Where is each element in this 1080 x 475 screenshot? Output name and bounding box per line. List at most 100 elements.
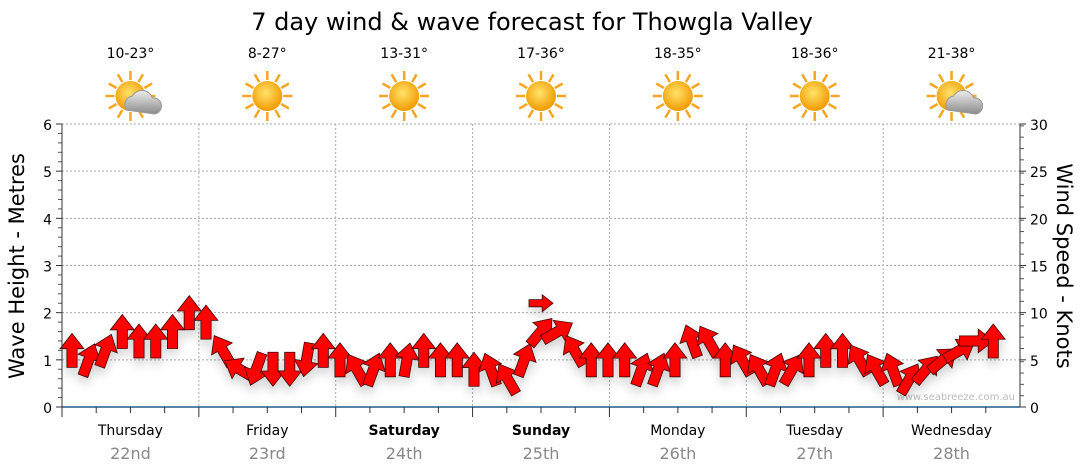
sun-ray <box>691 82 701 90</box>
sun-ray <box>253 109 261 119</box>
partly-cloudy-icon <box>105 71 162 121</box>
sunny-icon <box>516 71 566 121</box>
sun-ray <box>937 73 945 83</box>
day-label: Monday <box>650 423 705 439</box>
sun-ray <box>527 73 535 83</box>
wind-arrow-shape <box>528 294 554 313</box>
sun-ray <box>792 102 802 110</box>
wind-arrow-shape <box>93 333 118 369</box>
temperature-label: 21-38° <box>928 46 976 62</box>
cloud-shape <box>945 90 984 115</box>
day-label: Tuesday <box>785 423 843 439</box>
sun-ray <box>108 102 118 110</box>
wind-arrow <box>176 295 202 331</box>
y-tick-label-right: 10 <box>1030 307 1048 323</box>
date-label: 23rd <box>249 444 286 463</box>
wind-arrow-shape <box>193 304 219 340</box>
sun-disc <box>662 81 693 111</box>
wind-arrow-shape <box>980 323 1006 359</box>
wind-arrow <box>796 342 822 378</box>
sun-ray <box>417 82 427 90</box>
sun-ray <box>390 73 398 83</box>
wind-arrow-shape <box>143 323 169 359</box>
chart-title: 7 day wind & wave forecast for Thowgla V… <box>251 8 813 36</box>
wind-arrow <box>394 342 420 378</box>
sun-ray <box>664 109 671 119</box>
sun-ray <box>655 82 665 90</box>
wind-arrow-shape <box>293 341 319 378</box>
sun-ray <box>792 82 802 90</box>
wind-arrow <box>411 332 437 368</box>
sunny-icon <box>379 71 430 121</box>
wind-arrow-shape <box>880 352 905 388</box>
temperature-label: 13-31° <box>380 46 428 62</box>
y-tick-label-right: 0 <box>1030 401 1039 417</box>
wind-arrow <box>562 335 588 369</box>
y-tick-label-right: 25 <box>1030 165 1048 181</box>
sun-ray <box>929 102 939 110</box>
sun-ray <box>411 73 418 83</box>
sun-ray <box>417 102 427 110</box>
wind-arrow <box>293 341 319 378</box>
sun-ray <box>821 73 829 83</box>
sun-ray <box>821 109 829 119</box>
y-tick-label-left: 3 <box>43 260 52 276</box>
sun-ray <box>253 73 261 83</box>
date-label: 27th <box>796 444 833 463</box>
y-tick-label-left: 2 <box>43 307 52 323</box>
wind-arrow <box>59 332 85 368</box>
wind-arrow <box>193 304 219 340</box>
watermark: www.seabreeze.com.au <box>897 392 1015 403</box>
date-label: 25th <box>523 444 560 463</box>
wind-arrow <box>612 342 638 378</box>
y-axis-label-left: Wave Height - Metres <box>5 153 29 379</box>
sun-ray <box>245 82 255 90</box>
sun-ray <box>801 109 808 119</box>
sun-ray <box>116 73 124 83</box>
day-label: Wednesday <box>911 423 992 439</box>
cloud-shape <box>124 90 162 115</box>
sun-ray <box>554 102 564 110</box>
wind-arrow <box>539 319 574 345</box>
wind-arrow-shape <box>562 335 588 369</box>
temperature-label: 18-35° <box>654 46 702 62</box>
sun-ray <box>245 102 255 110</box>
wind-arrow-shape <box>539 319 574 345</box>
wind-arrow-shape <box>277 351 303 387</box>
wind-arrow-shape <box>361 352 386 388</box>
sun-ray <box>390 109 398 119</box>
day-label: Sunday <box>512 423 570 439</box>
wind-arrow <box>277 351 303 387</box>
wind-arrow <box>109 313 135 349</box>
wind-arrow-shape <box>778 353 804 388</box>
date-label: 24th <box>386 444 423 463</box>
wind-arrow-shape <box>813 332 839 368</box>
sun-ray <box>381 102 391 110</box>
sunny-icon <box>789 71 840 121</box>
sunny-icon <box>242 71 293 121</box>
wind-arrow <box>478 352 503 388</box>
sun-ray <box>547 109 555 119</box>
date-label: 26th <box>659 444 696 463</box>
wind-arrow <box>310 332 336 368</box>
wind-arrow <box>444 342 470 378</box>
wind-arrow-shape <box>176 295 202 331</box>
wind-arrow <box>778 353 804 388</box>
sun-disc <box>389 81 420 111</box>
sun-ray <box>137 73 145 83</box>
sun-ray <box>108 82 118 90</box>
sun-ray <box>684 73 692 83</box>
sun-ray <box>684 109 692 119</box>
sun-ray <box>964 82 974 90</box>
day-label: Thursday <box>97 423 163 439</box>
sun-ray <box>411 109 418 119</box>
wind-arrow-shape <box>394 342 420 378</box>
wind-arrow-shape <box>59 332 85 368</box>
sunny-icon <box>652 71 703 121</box>
day-label: Friday <box>246 423 288 439</box>
wind-arrow <box>646 352 671 388</box>
sun-ray <box>381 82 391 90</box>
sun-ray <box>937 109 945 119</box>
